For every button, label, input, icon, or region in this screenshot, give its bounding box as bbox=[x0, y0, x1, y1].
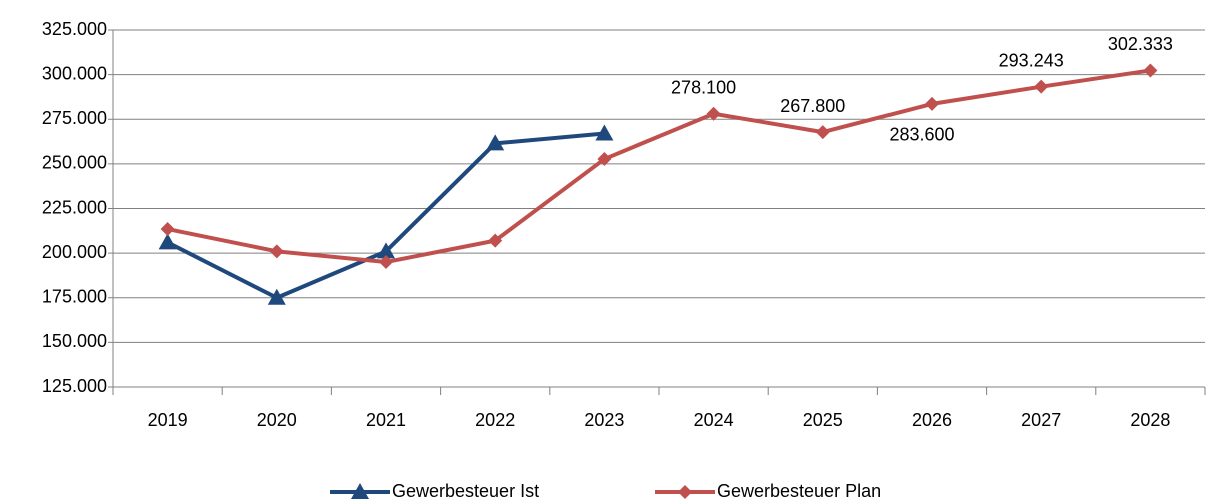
y-tick-label: 225.000 bbox=[42, 197, 107, 217]
y-tick-label: 200.000 bbox=[42, 242, 107, 262]
data-point bbox=[1143, 63, 1158, 78]
data-label: 283.600 bbox=[889, 125, 954, 145]
data-point bbox=[269, 244, 284, 259]
legend-label: Gewerbesteuer Ist bbox=[392, 481, 539, 501]
data-point bbox=[1034, 79, 1049, 94]
y-tick-label: 250.000 bbox=[42, 153, 107, 173]
y-tick-label: 125.000 bbox=[42, 376, 107, 396]
y-tick-label: 150.000 bbox=[42, 331, 107, 351]
data-point bbox=[706, 106, 721, 121]
data-point bbox=[488, 233, 503, 248]
data-point bbox=[160, 222, 175, 237]
data-point bbox=[815, 125, 830, 140]
data-point bbox=[486, 134, 505, 151]
data-point bbox=[377, 242, 395, 259]
series-line bbox=[166, 131, 605, 300]
data-label: 302.333 bbox=[1108, 34, 1173, 54]
data-point bbox=[597, 152, 612, 167]
x-tick-label: 2025 bbox=[803, 410, 843, 430]
x-tick-label: 2019 bbox=[148, 410, 188, 430]
y-tick-label: 300.000 bbox=[42, 63, 107, 83]
x-tick-label: 2027 bbox=[1021, 410, 1061, 430]
legend-label: Gewerbesteuer Plan bbox=[717, 481, 881, 501]
x-tick-label: 2022 bbox=[475, 410, 515, 430]
data-point bbox=[267, 288, 286, 305]
data-point bbox=[925, 96, 939, 111]
x-tick-label: 2024 bbox=[694, 410, 734, 430]
y-tick-label: 325.000 bbox=[42, 19, 107, 39]
y-tick-label: 175.000 bbox=[42, 287, 107, 307]
series-line bbox=[167, 68, 1151, 265]
x-tick-label: 2028 bbox=[1130, 410, 1170, 430]
data-label: 267.800 bbox=[780, 96, 845, 116]
x-tick-label: 2026 bbox=[912, 410, 952, 430]
y-tick-label: 275.000 bbox=[42, 108, 107, 128]
legend-marker bbox=[678, 485, 692, 499]
legend-marker bbox=[351, 483, 369, 499]
x-tick-label: 2023 bbox=[584, 410, 624, 430]
x-tick-label: 2021 bbox=[366, 410, 406, 430]
data-label: 293.243 bbox=[999, 50, 1064, 70]
x-tick-label: 2020 bbox=[257, 410, 297, 430]
data-point bbox=[379, 255, 393, 270]
data-label: 278.100 bbox=[671, 77, 736, 97]
data-point bbox=[158, 233, 177, 250]
data-point bbox=[595, 124, 614, 141]
